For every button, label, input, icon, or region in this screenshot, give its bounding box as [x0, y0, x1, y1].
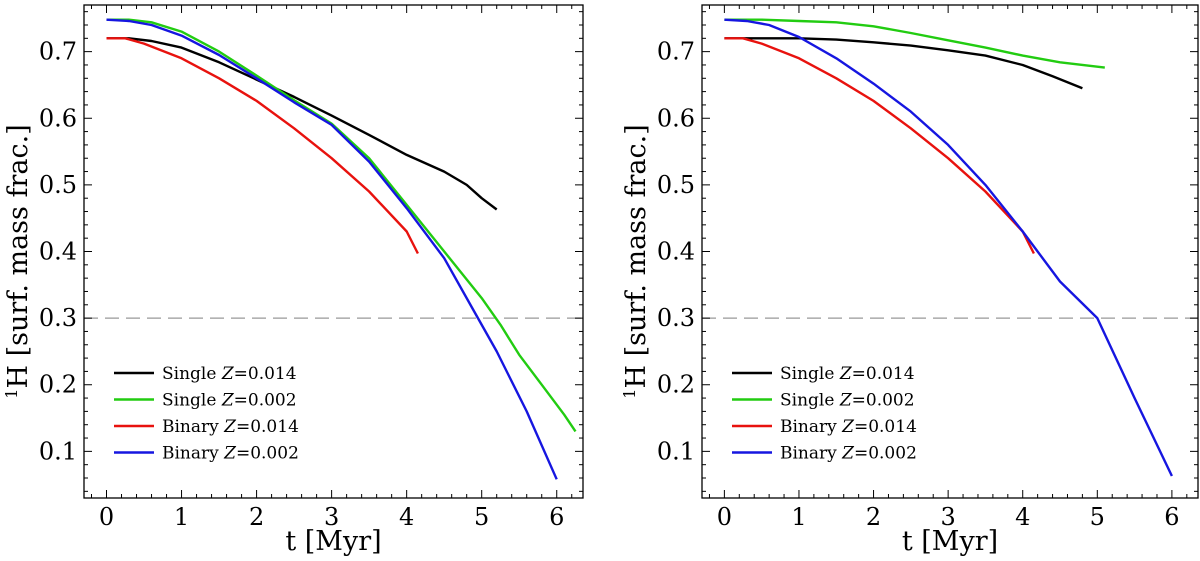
- y-axis-label-text: H [surf. mass frac.]: [3, 124, 34, 388]
- x-tick-label: 3: [940, 503, 955, 531]
- series-line-binary-0-014: [106, 37, 419, 255]
- y-tick-label: 0.4: [39, 238, 77, 266]
- y-axis-label: 1H [surf. mass frac.]: [2, 124, 34, 398]
- x-tick-label: 2: [866, 503, 881, 531]
- x-tick-label: 1: [791, 503, 806, 531]
- legend-label: Single Z=0.002: [780, 391, 915, 411]
- legend-label-metal: Z: [839, 391, 853, 411]
- series-line-binary-0-014: [724, 37, 1035, 255]
- y-axis-label-superscript: 1: [2, 389, 21, 399]
- legend-label-metal: Z: [839, 364, 853, 384]
- legend-label-name: Single: [162, 364, 222, 384]
- series-line-single-0-002: [724, 18, 1105, 69]
- y-tick-label: 0.3: [657, 304, 695, 332]
- x-tick-label: 6: [549, 503, 564, 531]
- legend-label-metal: Z: [841, 417, 855, 437]
- y-tick-label: 0.5: [39, 171, 77, 199]
- chart-panel-2: 0 1 2 3 4 5 60.10.20.30.40.50.60.7t [Myr]1H [s…: [620, 4, 1199, 557]
- y-axis-label-superscript: 1: [620, 389, 639, 399]
- legend-label-name: Single: [780, 391, 840, 411]
- x-tick-label: 5: [474, 503, 489, 531]
- legend-label-value: =0.014: [236, 417, 299, 437]
- y-tick-label: 0.1: [39, 437, 77, 465]
- legend-label: Single Z=0.014: [780, 364, 915, 384]
- legend-label-name: Binary: [162, 444, 224, 464]
- series-line-binary-0-002: [106, 18, 558, 480]
- plot-frame: [701, 4, 1199, 499]
- legend-label: Binary Z=0.002: [780, 444, 917, 464]
- y-tick-label: 0.6: [39, 104, 77, 132]
- y-axis-label: 1H [surf. mass frac.]: [620, 124, 652, 398]
- y-tick-label: 0.7: [39, 38, 77, 66]
- legend-label: Single Z=0.014: [162, 364, 297, 384]
- x-tick-label: 6: [1164, 503, 1179, 531]
- series-line-single-0-014: [106, 37, 498, 211]
- y-tick-label: 0.3: [39, 304, 77, 332]
- x-tick-label: 4: [1015, 503, 1030, 531]
- legend-label-metal: Z: [841, 444, 855, 464]
- x-tick-label: 1: [174, 503, 189, 531]
- legend-label-metal: Z: [221, 364, 235, 384]
- x-tick-label: 3: [324, 503, 339, 531]
- legend-label-value: =0.014: [234, 364, 297, 384]
- legend-label: Binary Z=0.002: [162, 444, 299, 464]
- series-line-binary-0-002: [724, 18, 1173, 477]
- legend-label-metal: Z: [223, 417, 237, 437]
- legend-label-value: =0.002: [852, 391, 915, 411]
- legend-label-name: Binary: [162, 417, 224, 437]
- legend-label-metal: Z: [221, 391, 235, 411]
- x-axis-label: t [Myr]: [902, 526, 998, 557]
- y-tick-label: 0.2: [39, 371, 77, 399]
- y-tick-label: 0.6: [657, 104, 695, 132]
- series-line-single-0-014: [724, 37, 1083, 90]
- x-axis-label: t [Myr]: [285, 526, 381, 557]
- y-tick-label: 0.7: [657, 38, 695, 66]
- legend-label-value: =0.002: [234, 391, 297, 411]
- legend-label-value: =0.014: [854, 417, 917, 437]
- legend-label-name: Single: [162, 391, 222, 411]
- x-tick-label: 5: [1090, 503, 1105, 531]
- y-tick-label: 0.4: [657, 238, 695, 266]
- x-tick-label: 2: [249, 503, 264, 531]
- legend-label-name: Binary: [780, 417, 842, 437]
- y-tick-label: 0.2: [657, 371, 695, 399]
- legend-label-value: =0.014: [852, 364, 915, 384]
- legend-label-value: =0.002: [236, 444, 299, 464]
- legend-label-value: =0.002: [854, 444, 917, 464]
- x-tick-label: 0: [717, 503, 732, 531]
- legend-label-name: Binary: [780, 444, 842, 464]
- legend-label: Single Z=0.002: [162, 391, 297, 411]
- y-tick-label: 0.5: [657, 171, 695, 199]
- legend-label: Binary Z=0.014: [780, 417, 917, 437]
- y-tick-label: 0.1: [657, 437, 695, 465]
- plot-frame: [83, 4, 584, 499]
- y-axis-label-text: H [surf. mass frac.]: [621, 124, 652, 388]
- legend-label-name: Single: [780, 364, 840, 384]
- series-line-single-0-002: [106, 18, 577, 433]
- legend-label: Binary Z=0.014: [162, 417, 299, 437]
- x-tick-label: 4: [399, 503, 414, 531]
- legend-label-metal: Z: [223, 444, 237, 464]
- chart-panel-1: 0 1 2 3 4 5 60.10.20.30.40.50.60.7t [Myr]1H [s…: [2, 4, 584, 557]
- x-tick-label: 0: [99, 503, 114, 531]
